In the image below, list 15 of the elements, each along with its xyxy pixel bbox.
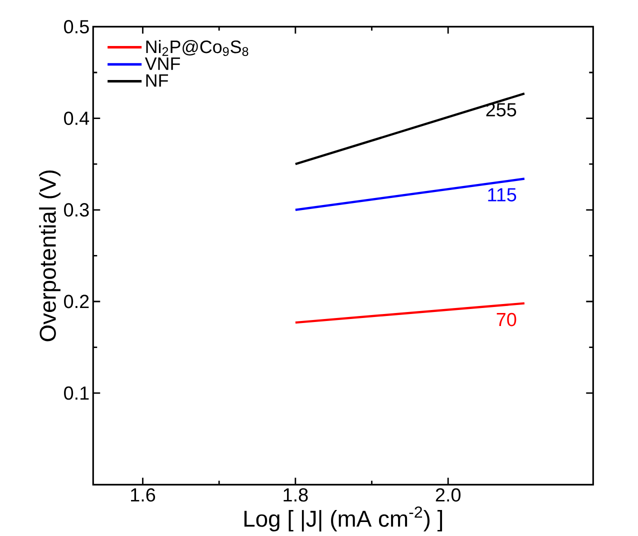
y-tick-label: 0.2	[64, 294, 89, 308]
legend-label: NF	[146, 74, 168, 87]
x-tick-label: 2.0	[436, 488, 461, 502]
y-axis-title: Overpotential (V)	[39, 170, 60, 342]
y-tick-label: 0.1	[64, 386, 89, 400]
x-tick-label: 1.8	[284, 488, 308, 502]
y-tick-label: 0.5	[64, 20, 89, 34]
x-axis-title: Log [ |J| (mA cm$^{-2}$) ]	[244, 506, 442, 532]
legend-label: VNF	[144, 58, 180, 70]
legend-label: Ni$_{2}$P@Co$_{9}$S$_{8}$	[146, 40, 248, 56]
annotation: 115	[488, 188, 516, 202]
y-tick-label: 0.3	[64, 203, 89, 217]
annotation: 70	[496, 312, 516, 326]
x-tick-label: 1.6	[131, 488, 156, 502]
y-tick-label: 0.4	[64, 112, 90, 125]
